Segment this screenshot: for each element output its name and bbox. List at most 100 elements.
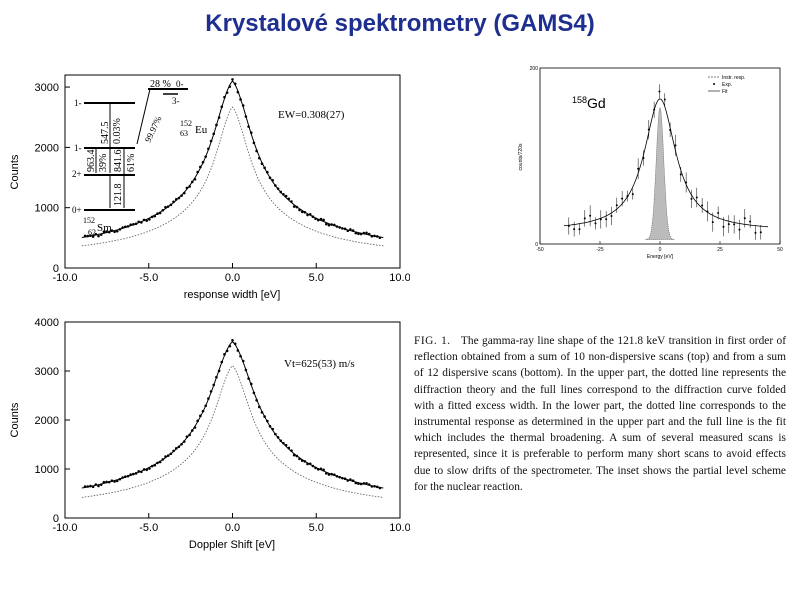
data-point (306, 213, 309, 217)
data-point (260, 411, 264, 414)
data-point (174, 198, 178, 201)
data-point (589, 214, 592, 217)
data-point (674, 144, 677, 147)
data-point (308, 213, 312, 216)
data-point (268, 425, 272, 428)
x-tick-label: 10.0 (389, 522, 410, 534)
x-tick-label: 0 (659, 247, 662, 253)
data-point (258, 156, 261, 160)
data-point (733, 223, 736, 226)
data-point (631, 193, 634, 196)
data-point (327, 223, 331, 227)
data-point (605, 218, 608, 221)
data-point (201, 160, 205, 164)
data-point (207, 397, 210, 400)
transition-energy: 121.8 (113, 184, 124, 207)
data-point (231, 338, 234, 342)
data-point (121, 226, 124, 229)
data-point (180, 194, 183, 197)
transition-pct: 39% (98, 154, 109, 172)
data-point (129, 223, 132, 227)
data-point (378, 486, 382, 490)
data-point (583, 217, 586, 220)
data-point (241, 104, 245, 107)
data-point (199, 165, 202, 169)
transition-energy: 963.4 (86, 150, 97, 173)
data-point (228, 344, 232, 348)
data-point (113, 230, 116, 234)
data-point (338, 226, 342, 229)
data-point (599, 218, 602, 221)
data-point (212, 132, 216, 136)
data-point (212, 383, 216, 387)
instrument-response (645, 106, 675, 240)
data-point (252, 141, 256, 145)
x-tick-label: -25 (596, 247, 603, 253)
data-point (325, 472, 328, 475)
data-point (282, 441, 285, 445)
data-point (314, 217, 317, 221)
data-point (220, 105, 224, 108)
legend-item: Instr. resp. (722, 75, 745, 81)
data-point (182, 191, 186, 195)
eu-symbol: Eu (195, 124, 208, 136)
data-point (695, 196, 698, 199)
data-point (341, 227, 344, 230)
data-point (722, 225, 725, 228)
data-point (370, 485, 374, 488)
data-point (260, 162, 264, 165)
data-point (158, 211, 162, 215)
data-point (749, 220, 752, 223)
vt-annotation: Vt=625(53) m/s (284, 358, 355, 370)
data-point (346, 479, 350, 482)
sm-z: 62 (88, 228, 96, 237)
data-point (185, 435, 189, 439)
level-spin: 0- (176, 79, 184, 89)
data-point (228, 85, 232, 88)
data-point (610, 214, 613, 217)
transition-pct: 61% (126, 154, 137, 172)
data-point (199, 414, 202, 418)
data-point (156, 212, 159, 216)
legend-item: Exp. (722, 82, 732, 88)
data-point (759, 231, 762, 234)
fit-line (81, 80, 384, 238)
figure-caption: FIG. 1. The gamma-ray line shape of the … (414, 333, 786, 495)
y-tick-label: 0 (53, 513, 59, 525)
data-point (263, 415, 266, 418)
data-point (669, 128, 672, 131)
data-point (244, 368, 248, 372)
x-tick-label: -10.0 (52, 522, 77, 534)
y-tick-label: 0 (535, 242, 538, 248)
data-point (284, 443, 288, 447)
data-point (97, 484, 100, 488)
data-point (150, 215, 154, 219)
data-point (338, 475, 342, 479)
data-point (690, 197, 693, 200)
data-point (105, 480, 108, 484)
data-point (573, 228, 576, 231)
data-point (217, 369, 221, 373)
data-point (177, 445, 181, 449)
data-point (86, 234, 90, 238)
x-tick-label: -5.0 (139, 522, 158, 534)
data-point (166, 454, 170, 457)
data-point (375, 485, 379, 489)
data-point (225, 349, 229, 353)
data-point (89, 234, 92, 237)
data-point (223, 353, 226, 356)
x-tick-label: 0.0 (225, 522, 240, 534)
data-point (300, 459, 304, 462)
data-point (115, 229, 119, 233)
level-spin: 0+ (72, 205, 82, 215)
data-point (89, 484, 92, 488)
data-point (91, 235, 95, 238)
data-point (351, 479, 355, 483)
data-point (94, 232, 98, 236)
data-point (621, 197, 624, 200)
x-tick-label: 10.0 (389, 272, 410, 284)
data-point (83, 485, 87, 488)
gd-mass: 158 (572, 95, 587, 105)
data-point (311, 464, 315, 468)
branch-label: 99.97% (143, 114, 164, 144)
